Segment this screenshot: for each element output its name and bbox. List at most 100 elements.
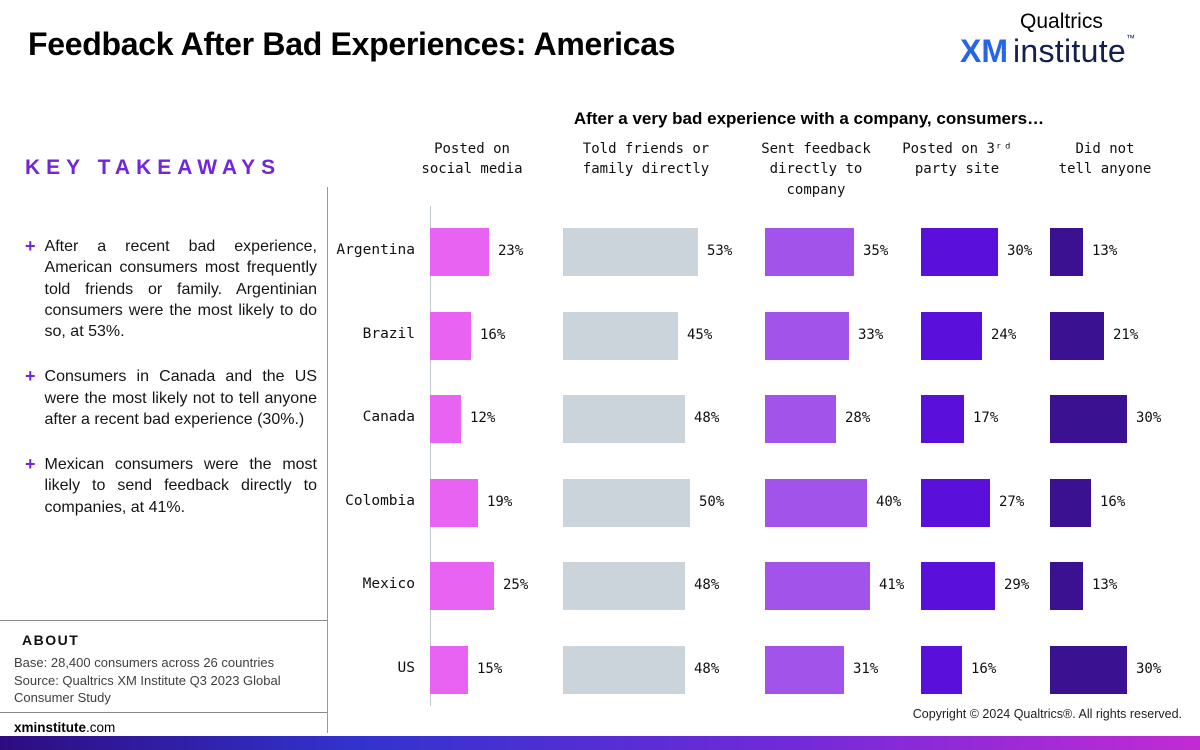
bar-value-label: 27% [999,493,1025,510]
bar [563,311,678,360]
country-label: Colombia [345,492,415,509]
column-header: Did not tell anyone [1010,139,1200,180]
takeaway-item: + Mexican consumers were the most likely… [25,454,317,518]
bar [1050,311,1104,360]
website-url: xminstitute.com [0,711,327,735]
bar [563,228,698,276]
bar-value-label: 16% [971,661,997,677]
column-header-line: party site [914,161,1000,178]
bar [430,646,468,694]
bar [921,228,998,276]
column-header-line: Posted on [434,141,510,157]
vertical-divider [327,187,328,733]
bar-value-label: 30% [1007,243,1033,259]
bar-value-label: 23% [498,243,524,259]
key-takeaways-heading: KEY TAKEAWAYS [25,156,282,179]
plus-icon: + [25,454,36,475]
bar [765,562,870,611]
bar-value-label: 25% [503,577,529,594]
bar-value-label: 30% [1136,410,1162,427]
bar-value-label: 19% [487,493,513,510]
plus-icon: + [25,366,36,387]
bar-value-label: 30% [1136,661,1162,677]
country-label: Brazil [362,325,415,342]
logo-xm-institute-text: XM institute™ [960,33,1180,69]
column-header-line: family directly [582,161,710,178]
bar [430,395,461,444]
column-header-line: directly to [769,161,863,178]
logo-trademark: ™ [1125,33,1135,43]
takeaway-text: Consumers in Canada and the US were the … [44,368,317,428]
bar [430,228,489,276]
bar-value-label: 50% [699,493,725,510]
column-header-line: Did not [1075,141,1135,157]
country-label: Canada [362,409,415,426]
website-domain: xminstitute [14,719,87,735]
about-source-line: Source: Qualtrics XM Institute Q3 2023 G… [14,672,281,706]
takeaway-text: After a recent bad experience, American … [44,238,317,341]
bar [1050,562,1083,611]
takeaway-item: + After a recent bad experience, America… [25,236,317,342]
bar-value-label: 48% [694,661,720,677]
bar [1050,228,1083,276]
column-header-line: company [786,181,846,198]
country-label: Argentina [336,242,415,258]
axis-line [430,206,431,706]
country-label: Mexico [362,576,415,593]
bar [563,646,685,694]
takeaway-text: Mexican consumers were the most likely t… [44,456,317,516]
website-tld: .com [86,719,116,735]
column-header-line: tell anyone [1058,161,1152,178]
bar [921,646,962,694]
gradient-footer-bar [0,736,1200,750]
bar [765,395,836,444]
bar-value-label: 45% [687,326,713,343]
about-heading: ABOUT [22,632,80,648]
bar-value-label: 28% [845,410,871,427]
bar [765,478,867,527]
column-header-line: Posted on 3ʳᵈ [902,141,1012,157]
logo-qualtrics-text: Qualtrics [1020,10,1103,33]
bar-value-label: 33% [858,326,884,343]
about-panel: ABOUT Base: 28,400 consumers across 26 c… [0,620,327,735]
column-header-line: Told friends or [582,141,710,157]
bar-value-label: 48% [694,410,720,427]
bar [921,395,964,444]
bar [430,478,478,527]
bar [1050,646,1127,694]
logo-institute: institute [1013,33,1126,69]
logo-xm: XM [960,33,1008,69]
bar-value-label: 35% [863,243,889,259]
bar [765,228,854,276]
key-takeaways-panel: KEY TAKEAWAYS + After a recent bad exper… [25,156,317,542]
column-header-line: Sent feedback [761,141,871,157]
bar [1050,395,1127,444]
qualtrics-xm-institute-logo: Qualtrics XM institute™ [960,10,1180,69]
bar [430,311,471,360]
bar [563,395,685,444]
bar-value-label: 16% [480,326,506,343]
column-header-line: social media [421,161,523,178]
bar [921,562,995,611]
about-base-line: Base: 28,400 consumers across 26 countri… [14,655,275,670]
bar [765,646,844,694]
plus-icon: + [25,236,36,256]
bar-value-label: 31% [853,661,879,677]
column-header: Posted on social media [377,139,567,180]
bar-value-label: 16% [1100,493,1126,510]
copyright-text: Copyright © 2024 Qualtrics®. All rights … [912,707,1182,721]
bar-value-label: 40% [876,493,902,510]
bar [1050,478,1091,527]
bar-value-label: 15% [477,661,503,677]
country-label: US [397,660,415,676]
bar [921,478,990,527]
bar [921,311,982,360]
bar [430,562,494,611]
bar [563,478,690,527]
bar-value-label: 53% [707,243,733,259]
bar-value-label: 29% [1004,577,1030,594]
bar-value-label: 17% [973,410,999,427]
bar-value-label: 13% [1092,577,1118,594]
bar-value-label: 41% [879,577,905,594]
